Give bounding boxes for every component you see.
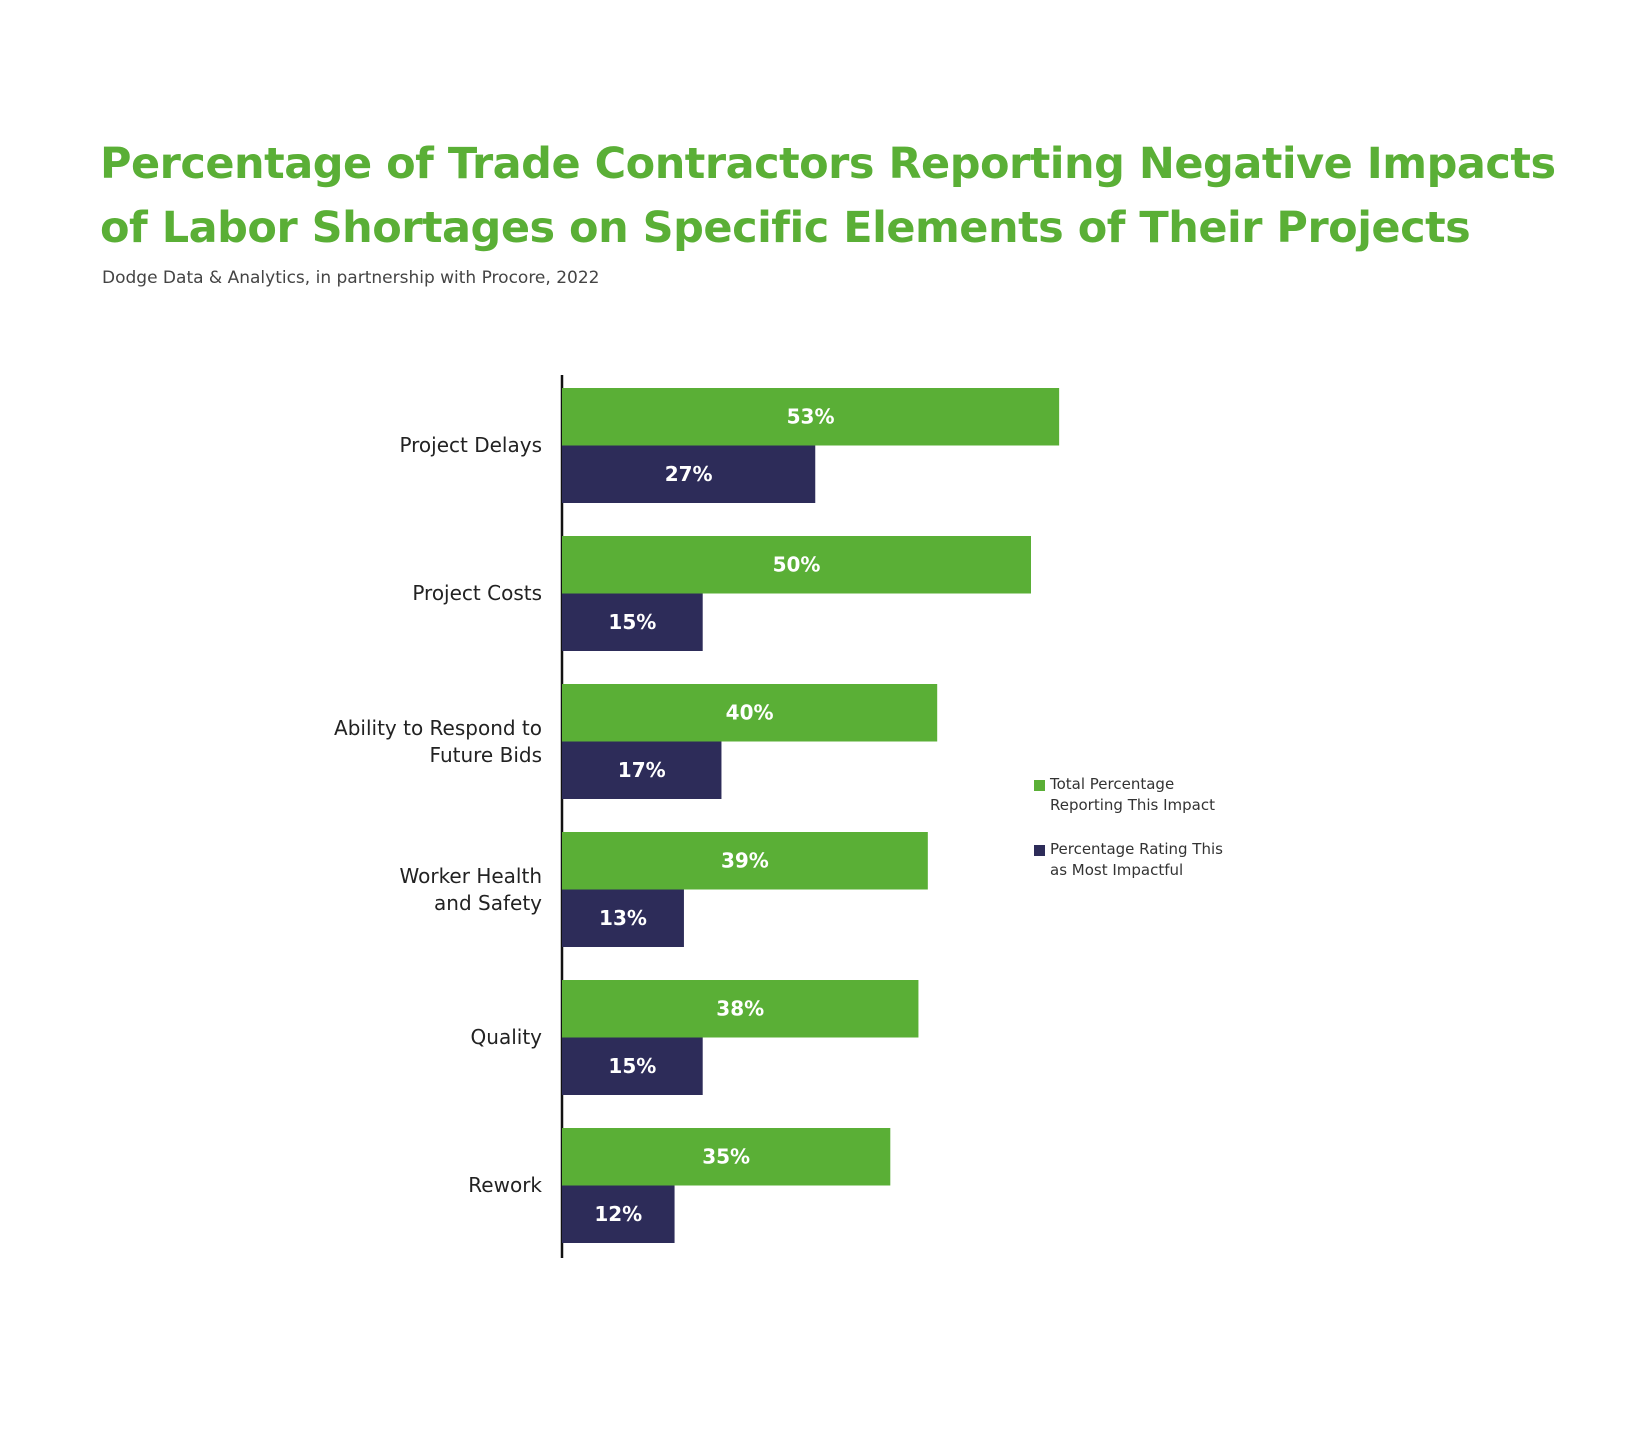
bar — [562, 684, 938, 742]
value-label: 15% — [608, 1054, 656, 1078]
bar — [562, 593, 703, 651]
value-label: 50% — [773, 552, 821, 576]
y-tick-label: Ability to Respond to Future Bids — [334, 715, 542, 767]
bar — [562, 1185, 675, 1243]
y-tick-label: Project Delays — [399, 433, 542, 457]
bar — [562, 741, 722, 799]
bar — [562, 536, 1031, 594]
legend-label: Total Percentage Reporting This Impact — [1050, 775, 1215, 814]
legend-swatch — [1034, 780, 1045, 791]
value-label: 35% — [702, 1144, 750, 1168]
y-tick-label: Worker Health and Safety — [399, 863, 543, 915]
bar — [562, 388, 1060, 446]
bar — [562, 832, 928, 890]
legend-label: Percentage Rating This as Most Impactful — [1050, 840, 1223, 879]
value-label: 53% — [787, 404, 835, 428]
y-tick-label: Rework — [468, 1173, 542, 1197]
chart-title: Percentage of Trade Contractors Reportin… — [100, 139, 1556, 253]
bar — [562, 1037, 703, 1095]
value-label: 13% — [599, 906, 647, 930]
value-label: 12% — [594, 1202, 642, 1226]
bar — [562, 445, 816, 503]
y-tick-label: Project Costs — [412, 581, 542, 605]
chart-subtitle: Dodge Data & Analytics, in partnership w… — [102, 268, 600, 288]
value-label: 17% — [618, 758, 666, 782]
value-label: 40% — [726, 700, 774, 724]
value-label: 15% — [608, 610, 656, 634]
bar — [562, 980, 919, 1038]
value-label: 38% — [716, 996, 764, 1020]
value-label: 39% — [721, 848, 769, 872]
value-label: 27% — [665, 462, 713, 486]
y-tick-label: Quality — [470, 1025, 542, 1049]
bar — [562, 1128, 891, 1186]
bar — [562, 889, 684, 947]
legend-swatch — [1034, 845, 1045, 856]
